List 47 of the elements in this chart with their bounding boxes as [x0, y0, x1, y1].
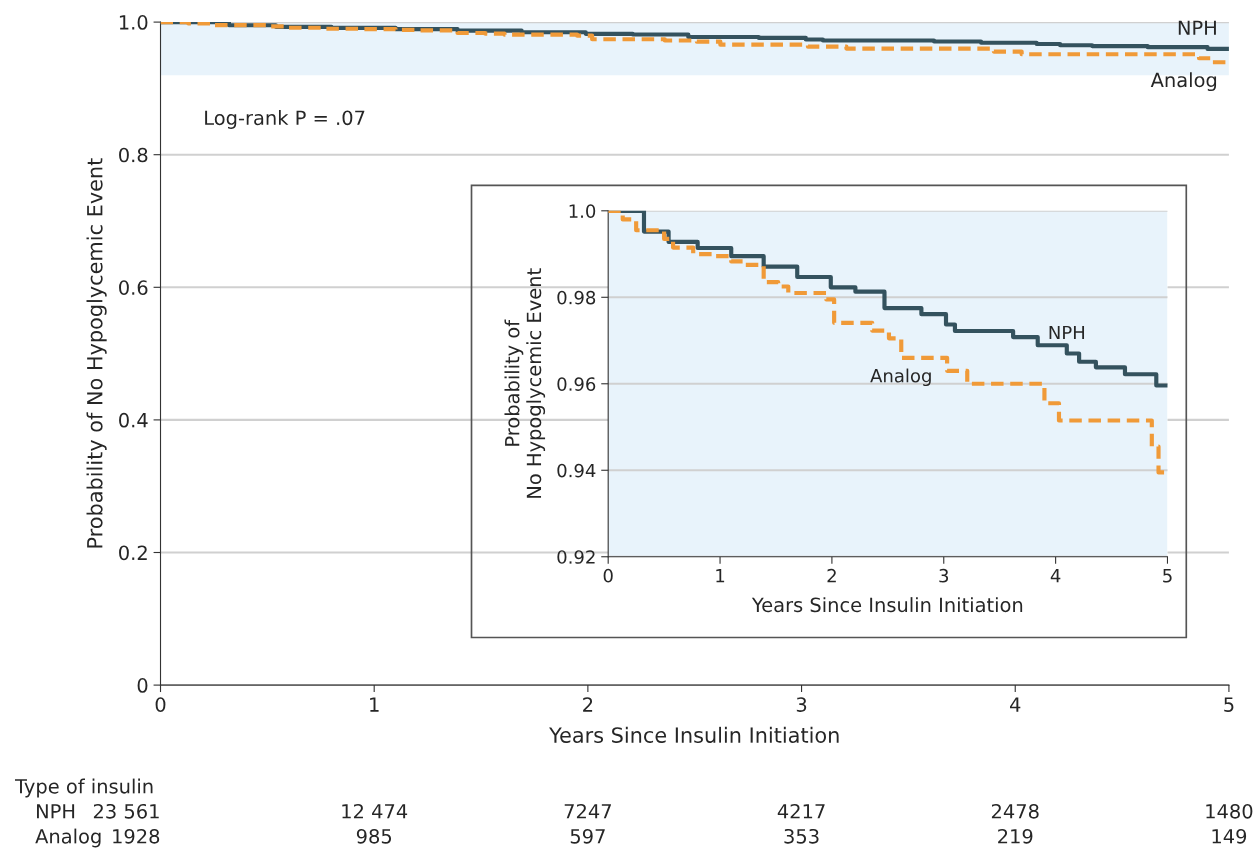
x-axis-title: Years Since Insulin Initiation: [549, 726, 839, 743]
y-tick-label: 0.6: [119, 280, 148, 295]
text: 149: [1212, 828, 1247, 844]
text: 4217: [777, 803, 825, 819]
x-tick-label: 5: [1224, 697, 1234, 712]
x-tick-label: 5: [1163, 569, 1172, 583]
y-tick-label: 0.2: [119, 545, 147, 561]
text: 12 474: [342, 803, 408, 819]
x-tick-label: 2: [827, 568, 836, 583]
x-tick-label: 0: [155, 697, 166, 712]
text: 353: [784, 828, 819, 844]
text: 985: [356, 828, 392, 844]
text: Analog: [35, 828, 101, 848]
y-tick-label: 0.8: [119, 147, 148, 163]
y-tick-label: 0.98: [557, 290, 596, 305]
annotation: Log-rank P = .07: [205, 110, 365, 129]
x-axis-title: Years Since Insulin Initiation: [751, 597, 1023, 613]
text: 23 561: [93, 803, 159, 819]
text: 1928: [113, 828, 160, 844]
text: 1480: [1206, 803, 1253, 819]
x-tick-label: 4: [1050, 569, 1061, 583]
x-tick-label: 1: [716, 569, 725, 583]
x-tick-label: 4: [1010, 697, 1021, 712]
y-tick-label: 0.92: [557, 550, 595, 564]
x-tick-label: 3: [939, 568, 949, 583]
text: Type of insulin: [14, 778, 153, 798]
y-tick-label: 1.0: [569, 204, 596, 218]
text: 219: [998, 828, 1033, 844]
y-axis-title: Probability of No Hypoglycemic Event: [86, 158, 107, 548]
y-axis-title: Probability of No Hypoglycemic Event: [504, 268, 546, 498]
series-label: Analog: [1150, 72, 1217, 92]
y-tick-label: 0.96: [557, 377, 596, 391]
x-tick-label: 0: [603, 568, 613, 583]
y-tick-label: 0: [137, 678, 148, 693]
text: 2478: [991, 803, 1039, 819]
series-label: Analog: [870, 368, 931, 387]
series-label: NPH: [1178, 20, 1216, 35]
text: 7247: [564, 803, 611, 819]
y-tick-label: 0.4: [119, 412, 148, 428]
x-tick-label: 3: [796, 697, 807, 712]
text: 597: [570, 828, 605, 844]
series-label: NPH: [1049, 325, 1085, 340]
x-tick-label: 1: [370, 697, 379, 712]
y-tick-label: 1.0: [119, 15, 148, 30]
x-tick-label: 2: [583, 697, 593, 712]
text: NPH: [37, 804, 75, 819]
y-tick-label: 0.94: [557, 463, 596, 478]
